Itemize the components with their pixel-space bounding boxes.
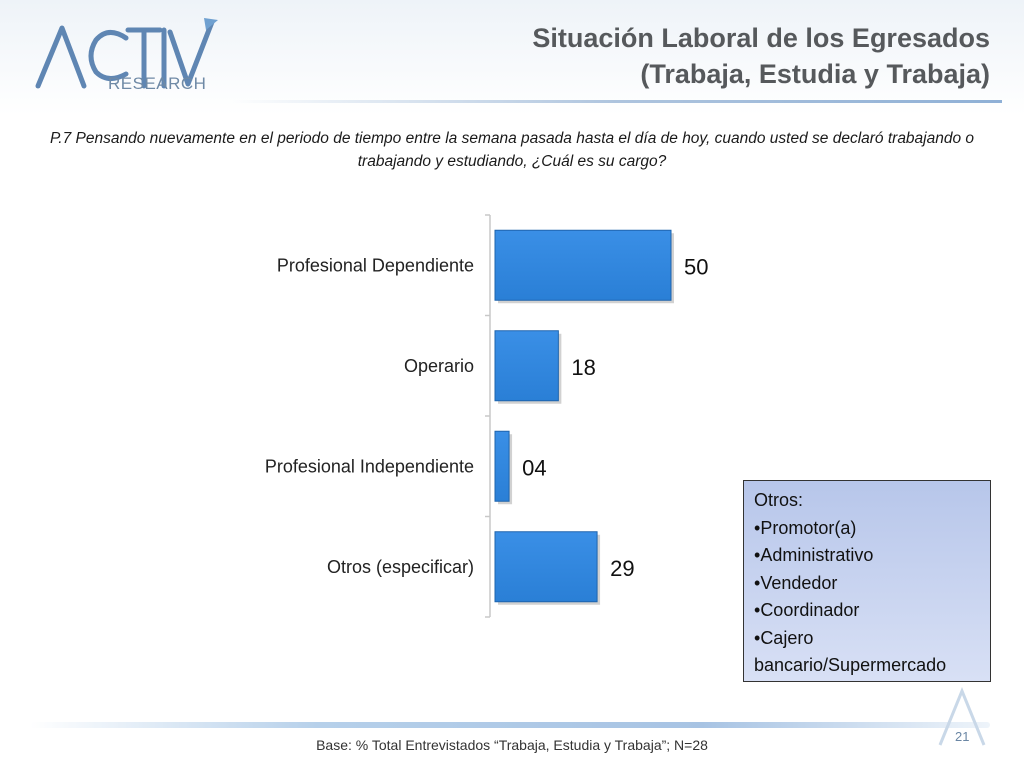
logo-wordmark: RESEARCH — [108, 74, 207, 93]
otros-callout: Otros: Promotor(a) Administrativo Vended… — [743, 480, 991, 682]
data-label: 18 — [571, 355, 595, 380]
otros-list: Promotor(a) Administrativo Vendedor Coor… — [754, 515, 990, 680]
category-label: Profesional Dependiente — [277, 255, 474, 275]
page-number: 21 — [955, 729, 970, 744]
otros-item: Coordinador — [754, 597, 990, 625]
page-title: Situación Laboral de los Egresados (Trab… — [532, 20, 990, 92]
bar-0 — [494, 229, 672, 301]
category-label: Operario — [404, 356, 474, 376]
bar-3 — [494, 531, 598, 603]
otros-item: Promotor(a) — [754, 515, 990, 543]
title-line-1: Situación Laboral de los Egresados — [532, 23, 990, 53]
otros-item: Vendedor — [754, 570, 990, 598]
corner-logo-mark — [938, 687, 986, 746]
title-line-2: (Trabaja, Estudia y Trabaja) — [640, 59, 990, 89]
base-note: Base: % Total Entrevistados “Trabaja, Es… — [316, 737, 708, 753]
footer-divider — [30, 722, 990, 728]
activa-logo — [35, 18, 218, 89]
header-band — [0, 0, 1024, 115]
bar-1 — [494, 330, 559, 402]
survey-question: P.7 Pensando nuevamente en el periodo de… — [49, 130, 975, 170]
category-label: Profesional Independiente — [265, 456, 474, 476]
data-label: 50 — [684, 254, 708, 279]
category-label: Otros (especificar) — [327, 557, 474, 577]
otros-item: Cajero bancario/Supermercado — [754, 625, 990, 680]
otros-item: Administrativo — [754, 542, 990, 570]
otros-heading: Otros: — [754, 490, 804, 510]
title-divider — [232, 100, 1002, 103]
data-label: 04 — [522, 455, 546, 480]
bar-2 — [494, 430, 510, 502]
data-label: 29 — [610, 556, 634, 581]
